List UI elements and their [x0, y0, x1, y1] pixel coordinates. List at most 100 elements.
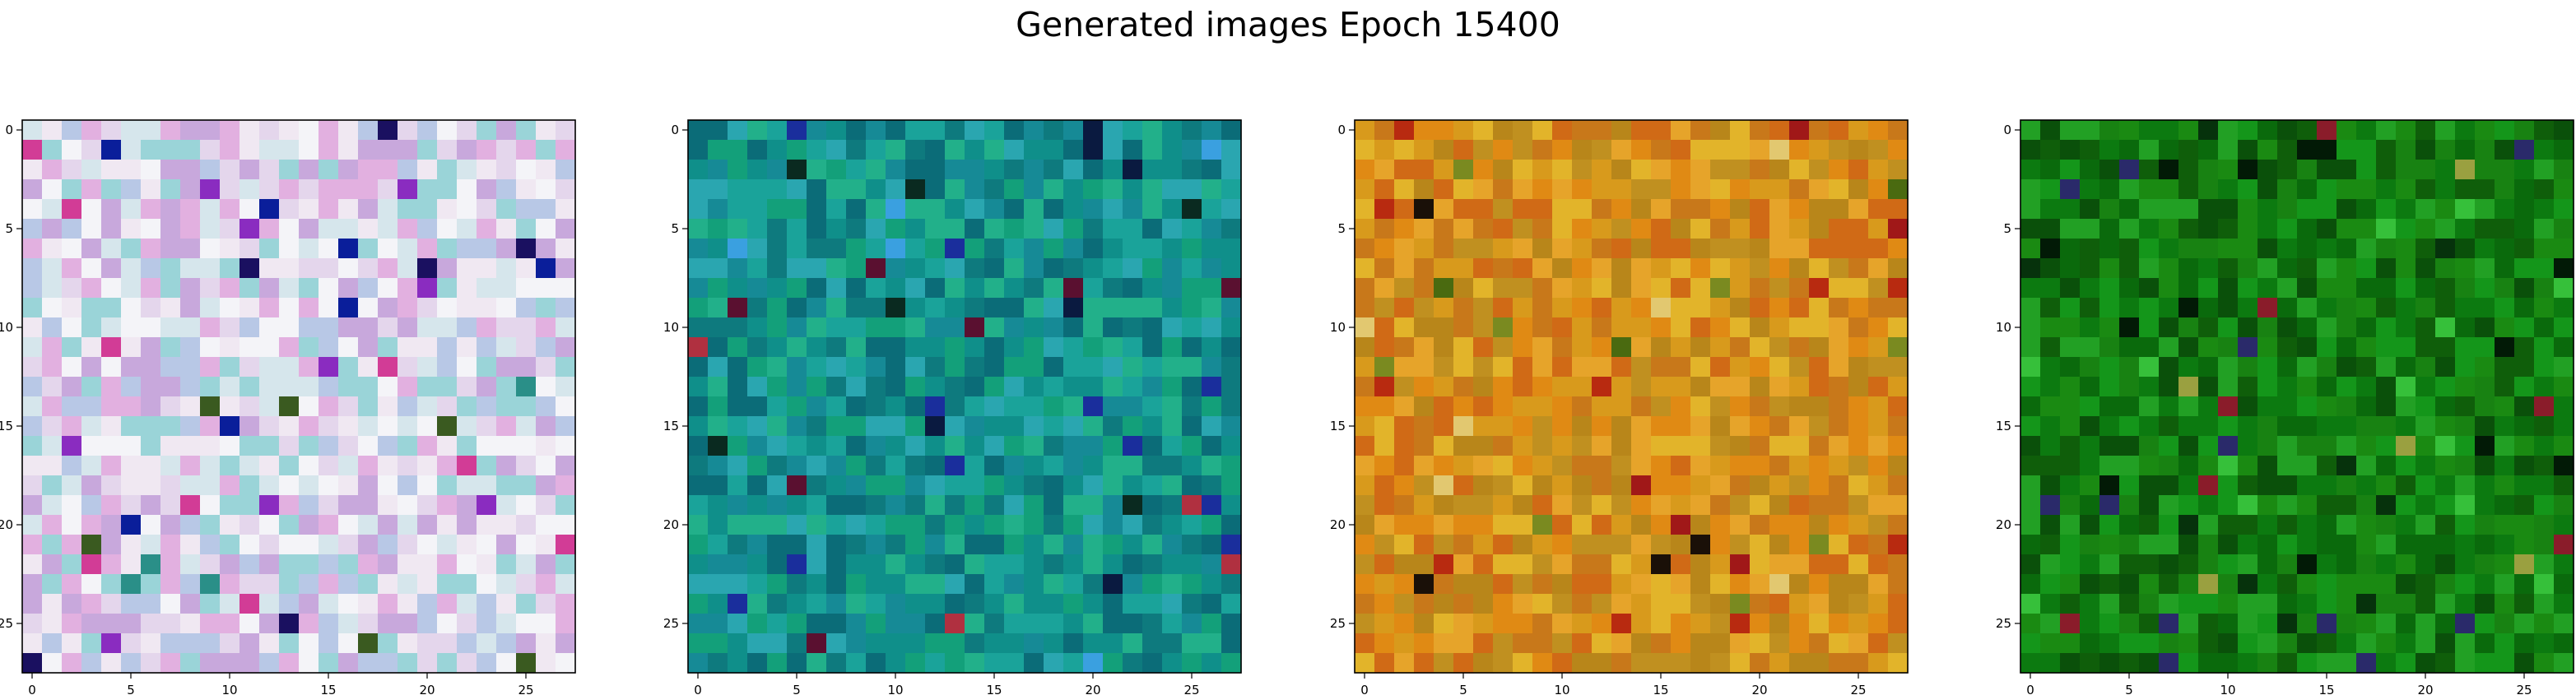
pixel [457, 574, 477, 595]
pixel [42, 160, 63, 180]
pixel [1710, 239, 1731, 259]
pixel [378, 179, 398, 200]
pixel [2159, 495, 2179, 516]
pixel [2178, 239, 2199, 259]
pixel [101, 633, 122, 654]
pixel [496, 357, 517, 378]
pixel [180, 475, 201, 496]
pixel [516, 614, 537, 634]
pixel [299, 396, 319, 417]
pixel [1631, 515, 1652, 535]
pixel [2238, 633, 2258, 654]
pixel [1868, 535, 1889, 555]
pixel [2218, 574, 2239, 595]
pixel [160, 120, 181, 141]
pixel [2376, 160, 2397, 180]
pixel [42, 495, 63, 516]
pixel [688, 199, 709, 220]
pixel [141, 120, 161, 141]
pixel [398, 317, 418, 338]
pixel [1750, 377, 1770, 397]
pixel [2020, 199, 2041, 220]
pixel [239, 357, 260, 378]
pixel [2277, 199, 2298, 220]
pixel [1004, 377, 1025, 397]
pixel [1394, 160, 1415, 180]
pixel [180, 495, 201, 516]
pixel [2455, 377, 2476, 397]
axes-frame [687, 119, 1242, 674]
x-tick-label: 20 [1751, 683, 1767, 695]
pixel [22, 614, 43, 634]
pixel [1789, 653, 1810, 674]
pixel [2396, 258, 2416, 279]
pixel [457, 199, 477, 220]
pixel [477, 633, 497, 654]
pixel [767, 456, 788, 476]
pixel [1789, 436, 1810, 456]
pixel [1671, 357, 1691, 378]
pixel [1690, 594, 1711, 614]
pixel [1651, 120, 1672, 141]
pixel [2495, 436, 2515, 456]
pixel [2139, 140, 2160, 160]
pixel [121, 535, 142, 555]
pixel [1592, 515, 1612, 535]
pixel [1493, 337, 1514, 358]
pixel [81, 495, 102, 516]
pixel [477, 475, 497, 496]
pixel [536, 614, 556, 634]
pixel [807, 357, 827, 378]
pixel [1631, 239, 1652, 259]
pixel [42, 199, 63, 220]
pixel [2435, 535, 2456, 555]
pixel [121, 515, 142, 535]
pixel [81, 456, 102, 476]
pixel [1671, 475, 1691, 496]
pixel [536, 239, 556, 259]
pixel [1671, 239, 1691, 259]
pixel [1083, 120, 1104, 141]
pixel [81, 594, 102, 614]
pixel [984, 219, 1005, 239]
pixel [2534, 337, 2555, 358]
pixel [1063, 554, 1084, 575]
pixel [2297, 298, 2318, 318]
pixel [496, 179, 517, 200]
pixel [1453, 574, 1474, 595]
pixel [62, 436, 82, 456]
pixel [2060, 594, 2081, 614]
pixel [1493, 357, 1514, 378]
pixel [2139, 120, 2160, 141]
pixel [1044, 258, 1064, 279]
pixel [338, 535, 359, 555]
pixel [1453, 633, 1474, 654]
pixel [747, 120, 768, 141]
pixel [2297, 258, 2318, 279]
pixel [767, 199, 788, 220]
pixel [1868, 317, 1889, 338]
pixel [2178, 120, 2199, 141]
pixel [200, 298, 221, 318]
pixel [2119, 179, 2140, 200]
pixel [200, 239, 221, 259]
pixel [1592, 554, 1612, 575]
pixel [846, 653, 867, 674]
pixel [1083, 179, 1104, 200]
pixel [1473, 278, 1494, 299]
pixel [767, 574, 788, 595]
pixel [477, 120, 497, 141]
pixel [2040, 456, 2061, 476]
pixel [2238, 160, 2258, 180]
pixel [1453, 278, 1474, 299]
pixel [1631, 633, 1652, 654]
pixel [1829, 377, 1849, 397]
pixel [1103, 475, 1123, 496]
pixel [807, 278, 827, 299]
pixel [1848, 357, 1869, 378]
pixel [299, 337, 319, 358]
pixel [358, 594, 379, 614]
pixel [886, 594, 906, 614]
pixel [1513, 298, 1533, 318]
pixel [2396, 436, 2416, 456]
